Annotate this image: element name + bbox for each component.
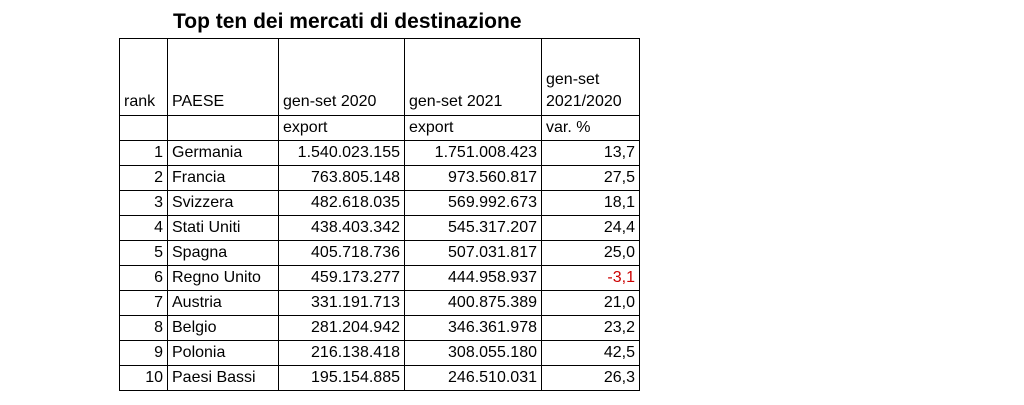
subheader-rank-empty [119, 115, 168, 141]
country-cell: Svizzera [167, 190, 279, 216]
variation-cell: 25,0 [541, 240, 640, 266]
variation-cell: 18,1 [541, 190, 640, 216]
top-ten-markets-table: rank PAESE gen-set 2020 gen-set 2021 gen… [119, 38, 640, 391]
country-cell: Stati Uniti [167, 215, 279, 241]
rank-cell: 9 [119, 340, 168, 366]
export-2020-cell: 763.805.148 [278, 165, 405, 191]
export-2021-cell: 308.055.180 [404, 340, 542, 366]
export-2020-cell: 195.154.885 [278, 365, 405, 391]
export-2021-cell: 1.751.008.423 [404, 140, 542, 166]
rank-cell: 8 [119, 315, 168, 341]
export-2021-cell: 444.958.937 [404, 265, 542, 291]
export-2020-cell: 281.204.942 [278, 315, 405, 341]
export-2021-cell: 545.317.207 [404, 215, 542, 241]
variation-cell: 24,4 [541, 215, 640, 241]
export-2021-cell: 400.875.389 [404, 290, 542, 316]
table-row: 3 Svizzera 482.618.035 569.992.673 18,1 [119, 190, 640, 216]
country-cell: Germania [167, 140, 279, 166]
export-2020-cell: 459.173.277 [278, 265, 405, 291]
subheader-country-empty [167, 115, 279, 141]
table-row: 10 Paesi Bassi 195.154.885 246.510.031 26,3 [119, 365, 640, 391]
table-row: 9 Polonia 216.138.418 308.055.180 42,5 [119, 340, 640, 366]
table-row: 1 Germania 1.540.023.155 1.751.008.423 13,7 [119, 140, 640, 166]
header-variation-line2: 2021/2020 [546, 93, 622, 110]
header-variation: gen-set 2021/2020 [541, 38, 640, 116]
country-cell: Regno Unito [167, 265, 279, 291]
country-cell: Polonia [167, 340, 279, 366]
table-row: 8 Belgio 281.204.942 346.361.978 23,2 [119, 315, 640, 341]
variation-cell: 26,3 [541, 365, 640, 391]
rank-cell: 5 [119, 240, 168, 266]
export-2021-cell: 973.560.817 [404, 165, 542, 191]
table-row: 5 Spagna 405.718.736 507.031.817 25,0 [119, 240, 640, 266]
table-row: 2 Francia 763.805.148 973.560.817 27,5 [119, 165, 640, 191]
header-country: PAESE [167, 38, 279, 116]
header-2021: gen-set 2021 [404, 38, 542, 116]
country-cell: Paesi Bassi [167, 365, 279, 391]
header-row: rank PAESE gen-set 2020 gen-set 2021 gen… [119, 38, 640, 116]
country-cell: Austria [167, 290, 279, 316]
subheader-2020: export [278, 115, 405, 141]
table-row: 6 Regno Unito 459.173.277 444.958.937 -3,1 [119, 265, 640, 291]
header-rank: rank [119, 38, 168, 116]
header-variation-line1: gen-set [546, 71, 600, 88]
rank-cell: 2 [119, 165, 168, 191]
export-2020-cell: 482.618.035 [278, 190, 405, 216]
subheader-row: export export var. % [119, 115, 640, 141]
export-2021-cell: 346.361.978 [404, 315, 542, 341]
rank-cell: 6 [119, 265, 168, 291]
export-2020-cell: 331.191.713 [278, 290, 405, 316]
table-row: 7 Austria 331.191.713 400.875.389 21,0 [119, 290, 640, 316]
export-2021-cell: 507.031.817 [404, 240, 542, 266]
subheader-variation: var. % [541, 115, 640, 141]
variation-cell: 27,5 [541, 165, 640, 191]
variation-cell: -3,1 [541, 265, 640, 291]
country-cell: Spagna [167, 240, 279, 266]
rank-cell: 1 [119, 140, 168, 166]
table-title: Top ten dei mercati di destinazione [173, 10, 522, 33]
header-2020: gen-set 2020 [278, 38, 405, 116]
variation-cell: 42,5 [541, 340, 640, 366]
table-row: 4 Stati Uniti 438.403.342 545.317.207 24,4 [119, 215, 640, 241]
export-2020-cell: 1.540.023.155 [278, 140, 405, 166]
subheader-2021: export [404, 115, 542, 141]
country-cell: Francia [167, 165, 279, 191]
export-2020-cell: 216.138.418 [278, 340, 405, 366]
rank-cell: 4 [119, 215, 168, 241]
rank-cell: 3 [119, 190, 168, 216]
country-cell: Belgio [167, 315, 279, 341]
export-2021-cell: 569.992.673 [404, 190, 542, 216]
variation-cell: 21,0 [541, 290, 640, 316]
variation-cell: 13,7 [541, 140, 640, 166]
export-2021-cell: 246.510.031 [404, 365, 542, 391]
variation-cell: 23,2 [541, 315, 640, 341]
export-2020-cell: 405.718.736 [278, 240, 405, 266]
rank-cell: 10 [119, 365, 168, 391]
rank-cell: 7 [119, 290, 168, 316]
export-2020-cell: 438.403.342 [278, 215, 405, 241]
